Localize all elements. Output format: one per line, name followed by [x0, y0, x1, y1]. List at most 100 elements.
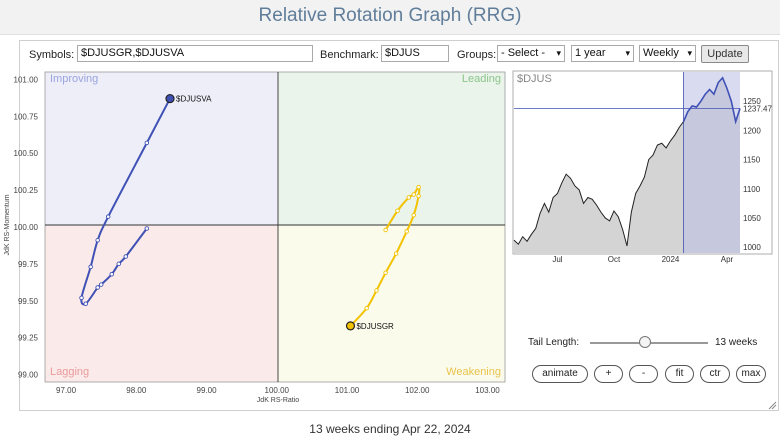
symbols-input[interactable]: $DJUSGR,$DJUSVA [77, 45, 313, 62]
benchmark-line-highlight [682, 76, 741, 125]
y-axis-title: JdK RS-Momentum [4, 194, 11, 255]
groups-select-value: - Select - [501, 47, 546, 59]
improving-quadrant [45, 72, 278, 225]
x-tick-label: 102.00 [405, 386, 430, 395]
rrg-tail-point[interactable] [79, 295, 84, 301]
rrg-tail-point[interactable] [98, 282, 104, 287]
rrg-tail-point[interactable] [393, 251, 399, 256]
benchmark-y-tick: 1050 [743, 214, 761, 223]
benchmark-input[interactable]: $DJUS [381, 45, 449, 62]
rrg-series-label: $DJUSGR [356, 322, 394, 331]
y-tick-label: 99.75 [18, 260, 39, 269]
leading-quadrant [278, 72, 505, 225]
weakening-label: Weakening [446, 366, 501, 378]
benchmark-y-tick: 1100 [743, 185, 761, 194]
y-tick-label: 100.00 [14, 223, 39, 232]
title-bar: Relative Rotation Graph (RRG) [0, 0, 780, 35]
x-tick-label: 99.00 [197, 386, 218, 395]
y-tick-label: 99.50 [18, 297, 39, 306]
benchmark-x-tick: Apr [721, 255, 734, 264]
tail-length-label: Tail Length: [528, 337, 580, 348]
rrg-tail-point[interactable] [95, 238, 100, 243]
rrg-tail-point[interactable] [395, 208, 400, 214]
period-select-value: 1 year [575, 47, 606, 59]
rrg-plot-border [44, 71, 506, 383]
rrg-tail-point[interactable] [144, 140, 150, 146]
benchmark-y-tick: 1150 [743, 156, 761, 165]
max-button[interactable]: max [736, 365, 766, 383]
rrg-tail-point[interactable] [88, 264, 93, 270]
rrg-tail-point[interactable] [144, 226, 150, 231]
benchmark-x-tick: Oct [608, 255, 621, 264]
zoom-in-button[interactable]: + [594, 365, 623, 383]
rrg-tail-point[interactable] [116, 261, 121, 267]
y-tick-label: 99.00 [18, 371, 39, 380]
period-select[interactable]: 1 year ▾ [571, 45, 634, 62]
resize-handle-icon[interactable] [767, 400, 777, 410]
chevron-down-icon: ▾ [556, 48, 561, 58]
rrg-tail-point[interactable] [364, 305, 369, 311]
center-button[interactable]: ctr [700, 365, 730, 383]
rrg-tail-point[interactable] [95, 285, 100, 290]
update-button[interactable]: Update [701, 45, 749, 63]
frequency-select-value: Weekly [643, 47, 679, 59]
improving-label: Improving [50, 73, 98, 85]
chevron-down-icon: ▾ [625, 48, 630, 58]
tail-length-value: 13 weeks [715, 337, 758, 348]
rrg-tail-point[interactable] [109, 271, 114, 277]
y-tick-label: 100.25 [14, 186, 39, 195]
rrg-tail-point[interactable] [105, 214, 111, 219]
animate-button[interactable]: animate [532, 365, 588, 383]
benchmark-y-tick: 1000 [743, 243, 761, 252]
rrg-tail-point[interactable] [374, 288, 379, 293]
rrg-tail-point[interactable] [123, 254, 129, 259]
y-tick-label: 100.75 [14, 112, 39, 121]
rrg-tail-point[interactable] [404, 229, 409, 234]
benchmark-y-tick: 1250 [743, 97, 761, 106]
benchmark-last-value-label: 1237.47 [743, 105, 772, 114]
lagging-label: Lagging [50, 366, 89, 378]
tail-length-control: Tail Length: 13 weeks [528, 336, 778, 350]
rrg-tail-point[interactable] [83, 301, 88, 307]
tail-length-slider-thumb[interactable] [639, 336, 651, 348]
x-tick-label: 103.00 [475, 386, 500, 395]
rrg-head-marker[interactable] [165, 93, 175, 104]
rrg-head-marker[interactable] [345, 321, 356, 331]
fit-button[interactable]: fit [665, 365, 694, 383]
x-tick-label: 100.00 [265, 386, 290, 395]
y-tick-label: 101.00 [14, 75, 39, 84]
x-tick-label: 97.00 [56, 386, 77, 395]
rrg-series-label: $DJUSVA [176, 95, 212, 104]
x-tick-label: 98.00 [126, 386, 147, 395]
benchmark-label: Benchmark: [320, 49, 379, 61]
rrg-tail-point[interactable] [411, 192, 416, 197]
rrg-tail-point[interactable] [406, 195, 412, 200]
groups-select[interactable]: - Select - ▾ [497, 45, 565, 62]
benchmark-x-tick: Jul [552, 255, 562, 264]
y-tick-label: 100.50 [14, 149, 39, 158]
tail-window-highlight [683, 72, 740, 253]
y-tick-label: 99.25 [18, 334, 39, 343]
footer-caption: 13 weeks ending Apr 22, 2024 [309, 422, 471, 436]
benchmark-line [513, 121, 684, 247]
rrg-tail-point[interactable] [416, 193, 421, 199]
weakening-quadrant [278, 225, 505, 382]
leading-label: Leading [462, 73, 501, 85]
x-tick-label: 101.00 [335, 386, 360, 395]
x-axis-title: JdK RS-Ratio [257, 397, 300, 404]
rrg-tail-point[interactable] [416, 184, 421, 190]
benchmark-chart-title: $DJUS [517, 73, 552, 85]
chevron-down-icon: ▾ [687, 48, 692, 58]
benchmark-y-tick: 1200 [743, 126, 761, 135]
zoom-out-button[interactable]: - [629, 365, 658, 383]
rrg-tail-point[interactable] [383, 270, 388, 276]
rrg-tail-point[interactable] [411, 212, 416, 218]
rrg-tail-point[interactable] [383, 227, 388, 233]
page-title: Relative Rotation Graph (RRG) [258, 5, 522, 26]
groups-label: Groups: [457, 49, 497, 61]
symbols-label: Symbols: [29, 49, 75, 61]
lagging-quadrant [45, 225, 278, 382]
benchmark-x-tick: 2024 [662, 255, 680, 264]
frequency-select[interactable]: Weekly ▾ [639, 45, 696, 62]
